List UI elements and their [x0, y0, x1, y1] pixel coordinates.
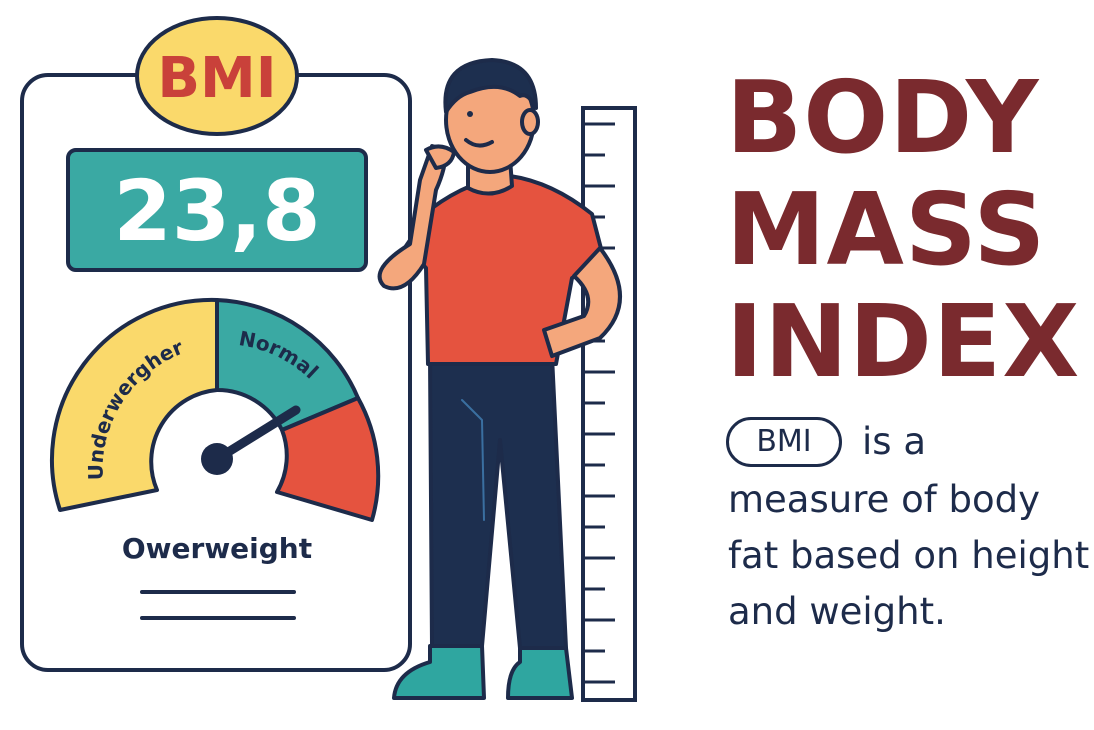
gauge-label-overweight: Owerweight: [122, 532, 312, 565]
bmi-value-box: [66, 148, 368, 272]
description-line-1: is a: [862, 420, 926, 463]
description-line-2: measure of body: [728, 478, 1041, 521]
bmi-badge: [135, 16, 299, 136]
right-arm: [542, 246, 622, 358]
description-line-4: and weight.: [728, 590, 946, 633]
bmi-gauge: [49, 297, 381, 522]
right-shoe: [506, 646, 574, 700]
title-line-3: INDEX: [726, 283, 1081, 400]
gauge-hub: [201, 443, 233, 475]
bmi-pill: BMI: [726, 417, 842, 467]
person-figure: [377, 58, 622, 700]
bmi-badge-label: BMI: [157, 46, 276, 111]
left-shoe: [392, 644, 486, 700]
pants: [428, 354, 568, 650]
gauge-segment-overweight: [275, 396, 381, 522]
height-ruler: [581, 106, 637, 702]
hair: [443, 58, 538, 114]
description-line-3: fat based on height: [728, 534, 1090, 577]
gauge-segment-normal: [215, 298, 360, 432]
title-line-2: MASS: [726, 171, 1047, 288]
bmi-value: 23,8: [113, 162, 320, 260]
gauge-segment-underweight: [49, 297, 219, 512]
title-line-1: BODY: [726, 59, 1040, 176]
